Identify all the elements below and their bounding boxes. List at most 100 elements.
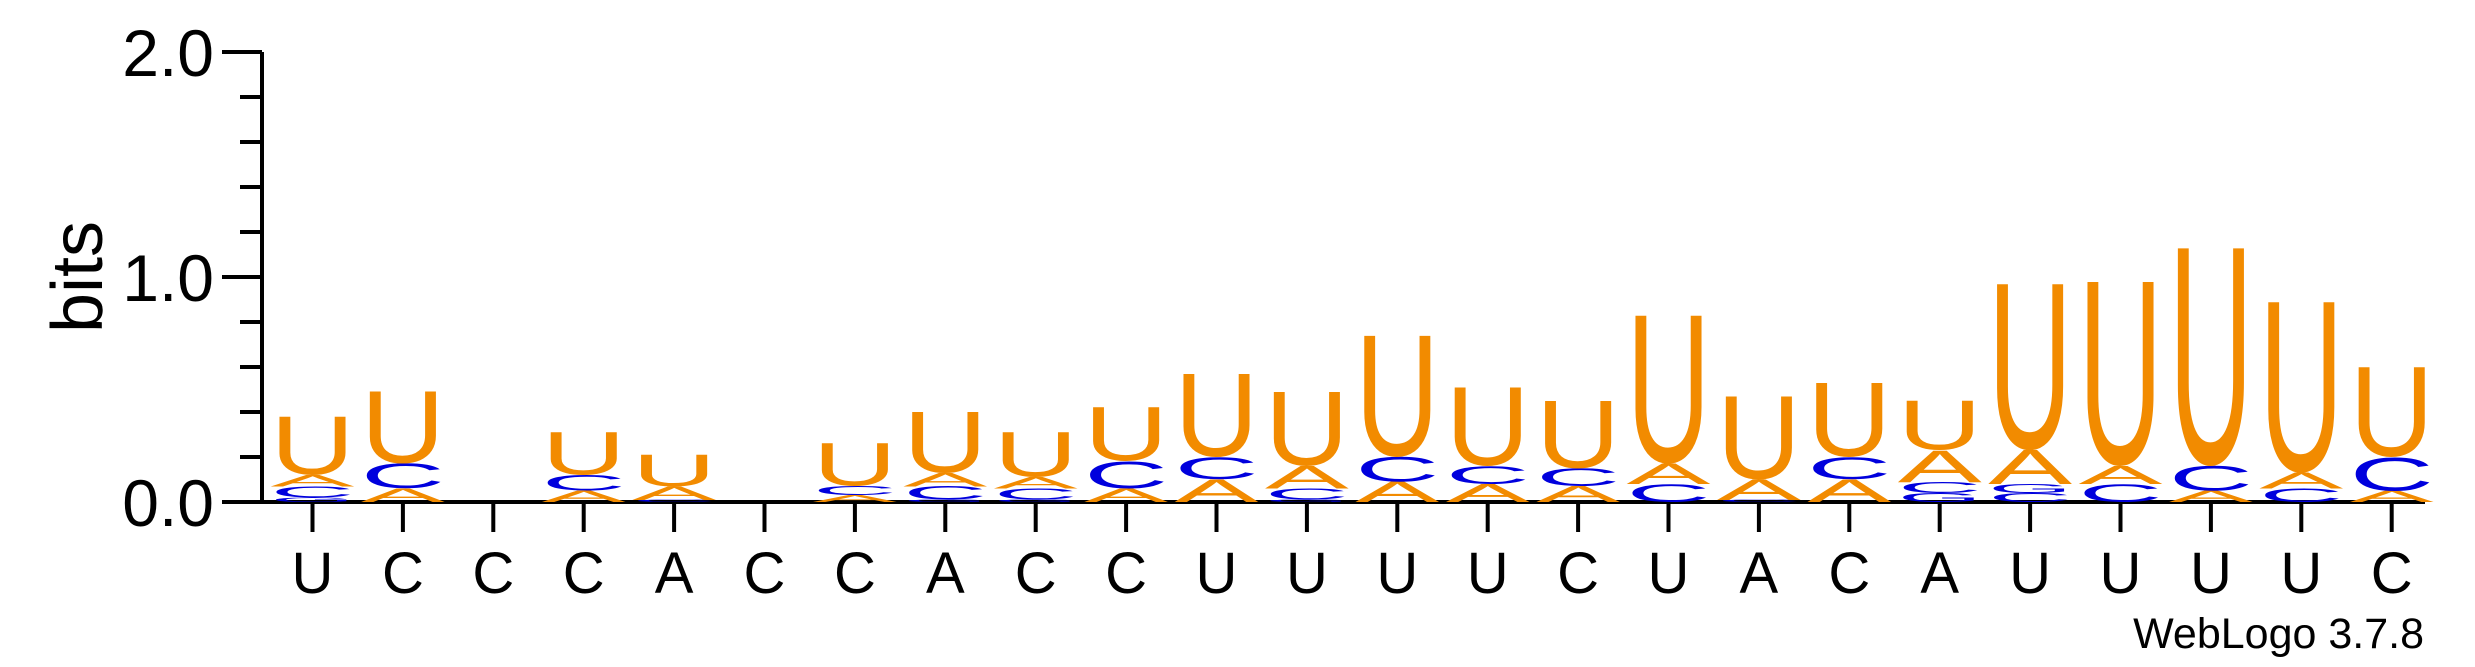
glyph-G: G [994, 499, 1078, 503]
letter-G: G [903, 499, 987, 503]
letter-A: A [542, 487, 626, 505]
glyph-A: A [1536, 482, 1621, 507]
glyph-A: A [1627, 458, 1711, 491]
letter-C: C [1627, 479, 1711, 507]
x-tick-label: A [1920, 541, 1959, 606]
letter-A: A [2350, 487, 2434, 505]
letter-A: A [1355, 476, 1439, 509]
glyph-A: A [2079, 461, 2163, 490]
glyph-C: C [271, 483, 355, 501]
x-tick-label: C [1828, 541, 1870, 606]
letter-C: C [903, 482, 987, 503]
x-tick-label: C [382, 541, 424, 606]
glyph-C: C [542, 470, 626, 495]
x-tick-label: U [1286, 541, 1328, 606]
glyph-C: C [1988, 490, 2072, 504]
x-tick-label: U [1376, 541, 1418, 606]
glyph-C: C [1536, 463, 1620, 491]
letter-U: U [813, 430, 897, 498]
x-tick-label: U [292, 541, 334, 606]
glyph-U: U [1898, 386, 1982, 465]
letter-A: A [813, 493, 898, 504]
glyph-C: C [813, 484, 897, 498]
letter-C: C [1084, 454, 1168, 496]
letter-stack: CAU [2079, 227, 2163, 521]
letter-A: A [1717, 473, 1801, 506]
letter-C: C [1717, 499, 1801, 503]
x-tick-label: C [744, 541, 786, 606]
glyph-A: A [271, 472, 355, 490]
glyph-U: U [1084, 391, 1168, 477]
letter-stack: ACU [2169, 181, 2253, 529]
letter-C: C [1355, 450, 1439, 489]
letter-stack: ACU [1084, 391, 1168, 506]
letter-U: U [1084, 391, 1168, 477]
glyph-C: C [903, 482, 987, 503]
letter-A: A [2079, 461, 2163, 490]
glyph-A: A [542, 487, 626, 505]
letter-G: G [1898, 490, 1982, 504]
x-tick-label: U [2009, 541, 2051, 606]
glyph-G: G [271, 496, 355, 503]
letter-U: U [1355, 299, 1439, 493]
letter-stack: ACU [361, 371, 445, 506]
letter-U: U [1175, 349, 1259, 481]
glyph-C: C [632, 499, 716, 503]
letter-C: C [994, 485, 1078, 503]
glyph-C: C [1084, 454, 1168, 496]
glyph-A: A [1355, 476, 1439, 509]
letter-stack: CAU [1717, 371, 1801, 506]
glyph-A: A [813, 493, 898, 504]
x-tick-label: A [1740, 541, 1779, 606]
letter-A: A [632, 482, 716, 504]
glyph-U: U [1446, 364, 1530, 490]
glyph-C: C [2350, 447, 2434, 500]
letter-C: C [1536, 463, 1620, 491]
letter-C: C [2079, 479, 2163, 507]
x-tick-label: U [2190, 541, 2232, 606]
glyph-A: A [1717, 473, 1801, 506]
glyph-C: C [1898, 479, 1982, 497]
letter-stacks: GCAUACUACUCAUACUGCAUGCAUACUACUGCAUACUACU… [271, 181, 2434, 529]
glyph-U: U [1717, 371, 1801, 503]
letter-U: U [994, 418, 1078, 490]
glyph-U: U [2259, 249, 2343, 522]
letter-A: A [2259, 468, 2344, 493]
letter-C: C [1175, 451, 1259, 486]
glyph-U: U [542, 419, 626, 487]
glyph-A: A [2259, 468, 2344, 493]
letter-G: G [271, 496, 355, 503]
letter-G: G [1265, 499, 1349, 503]
glyph-C: C [1175, 451, 1259, 486]
letter-A: A [1988, 440, 2072, 494]
y-tick-label: 2.0 [122, 16, 214, 90]
glyph-U: U [1536, 380, 1620, 488]
letter-A: A [2169, 487, 2253, 505]
letter-U: U [903, 393, 987, 490]
glyph-U: U [361, 371, 445, 485]
glyph-A: A [1898, 441, 1982, 492]
letter-U: U [1627, 271, 1711, 508]
letter-stack: ACU [542, 419, 626, 505]
letter-U: U [542, 419, 626, 487]
letter-C: C [271, 483, 355, 501]
x-tick-label: U [2280, 541, 2322, 606]
y-tick-label: 0.0 [122, 466, 214, 540]
x-tick-label: C [2371, 541, 2413, 606]
glyph-A: A [1175, 473, 1260, 509]
x-tick-label: A [926, 541, 965, 606]
glyph-G: G [903, 499, 987, 503]
letter-stack: ACU [1536, 380, 1621, 507]
glyph-G: G [1988, 481, 2072, 495]
glyph-C: C [1807, 451, 1891, 486]
y-axis-label: bits [38, 221, 118, 333]
glyph-U: U [1988, 233, 2072, 499]
glyph-A: A [1807, 473, 1892, 509]
letter-U: U [1446, 364, 1530, 490]
letter-C: C [1988, 490, 2072, 504]
x-tick-label: C [1015, 541, 1057, 606]
weblogo-footer: WebLogo 3.7.8 [2133, 610, 2424, 658]
